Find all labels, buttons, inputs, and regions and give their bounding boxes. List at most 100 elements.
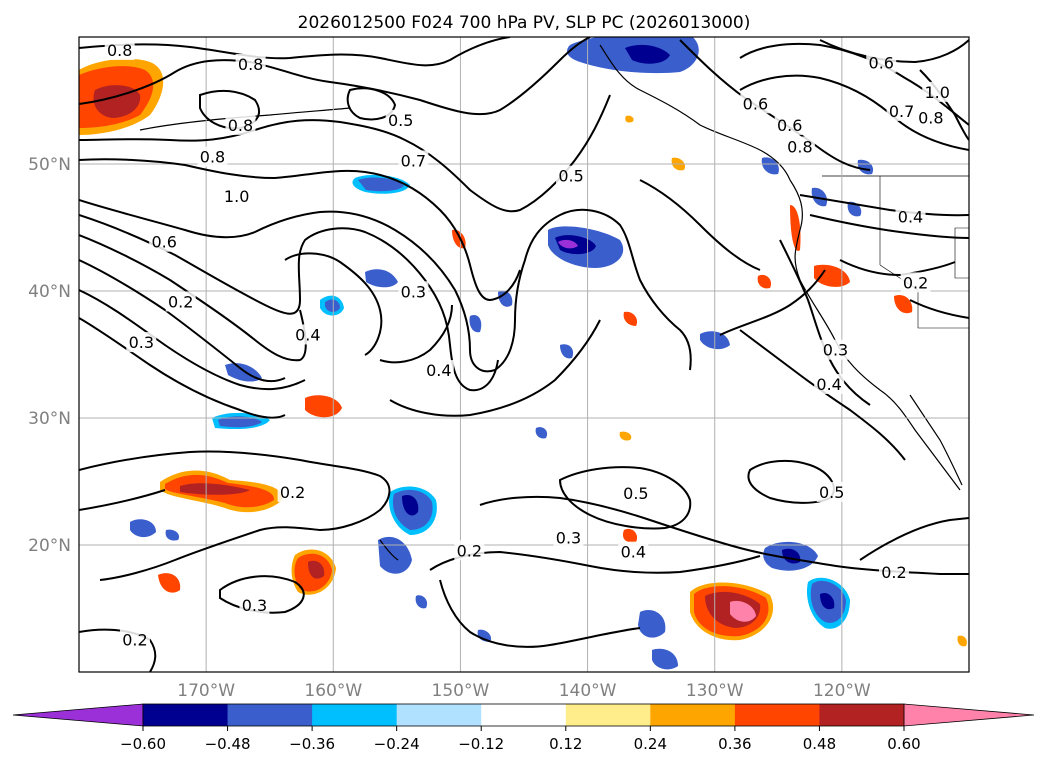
lon-label-170w: 170°W [177, 681, 235, 701]
lat-label-50n: 50°N [28, 155, 71, 175]
pv-negative-region [761, 157, 779, 175]
contour-label: 0.2 [122, 630, 147, 649]
contour-line [379, 304, 453, 364]
colorbar-extend-max [903, 703, 1035, 727]
contour-labels: 0.80.80.80.80.50.71.00.60.20.3 0.40.30.40… [104, 39, 953, 650]
contour-line [719, 269, 826, 336]
contour-label-backdrop [385, 109, 416, 130]
colorbar-swatch [312, 704, 398, 726]
map-area: 0.80.80.80.80.50.71.00.60.20.3 0.40.30.40… [79, 37, 969, 672]
contour-label: 0.4 [295, 325, 320, 344]
contour-line [909, 299, 969, 319]
lat-label-30n: 30°N [28, 409, 71, 429]
contour-label-backdrop [239, 594, 270, 615]
contour-line [79, 450, 391, 581]
pv-positive-region [757, 274, 772, 289]
contour-line [389, 319, 601, 417]
coastline [139, 107, 351, 131]
contour-label: 0.6 [777, 116, 802, 135]
colorbar-frame [142, 703, 905, 727]
colorbar-swatch [227, 704, 313, 726]
pv-positive-region [180, 483, 250, 495]
pv-negative-region [402, 494, 419, 516]
colorbar-tick-label: 0.48 [803, 735, 836, 753]
contour-line [739, 329, 906, 461]
contour-label-backdrop [895, 206, 926, 227]
pv-positive-region [625, 115, 634, 123]
contour-line [809, 214, 969, 239]
contour-label-backdrop [165, 291, 196, 312]
contour-label: 0.6 [743, 94, 768, 113]
contour-label: 0.5 [388, 111, 413, 130]
contour-label: 0.7 [401, 151, 426, 170]
coastline [379, 539, 399, 561]
contour-label: 0.3 [823, 341, 848, 360]
contour-label: 0.5 [558, 167, 583, 186]
contour-label: 0.8 [228, 116, 253, 135]
contour-label-backdrop [886, 100, 917, 121]
colorbar-tick-label: −0.24 [374, 735, 420, 753]
pv-negative-region [652, 648, 678, 670]
contour-line [79, 37, 591, 116]
contour-label-backdrop [277, 481, 308, 502]
contour-label: 0.8 [787, 137, 812, 156]
contour-label: 0.5 [623, 484, 648, 503]
pv-positive-region [730, 600, 756, 622]
pv-negative-region [469, 314, 482, 333]
longitude-labels: 170°W 160°W 150°W 140°W 130°W 120°W [177, 681, 871, 701]
contour-line [819, 39, 969, 64]
pv-shading [79, 37, 967, 670]
map-title: 2026012500 F024 700 hPa PV, SLP PC (2026… [298, 13, 751, 33]
pv-negative-region [560, 344, 574, 359]
contour-line [799, 194, 969, 217]
pv-positive-region [305, 395, 342, 418]
contour-label-backdrop [149, 231, 180, 252]
contour-label-backdrop [774, 114, 805, 135]
contour-label-backdrop [221, 186, 252, 207]
contour-label: 0.2 [168, 292, 193, 311]
coastline [599, 44, 791, 181]
contour-label: 0.7 [889, 102, 914, 121]
contour-label: 1.0 [924, 83, 949, 102]
lon-label-160w: 160°W [304, 681, 362, 701]
colorbar-tick-label: −0.60 [120, 735, 166, 753]
contour-label-backdrop [126, 332, 157, 353]
contour-label-backdrop [553, 527, 584, 548]
pv-negative-region [535, 427, 548, 439]
contour-label: 0.2 [457, 541, 482, 560]
contour-label: 0.2 [881, 563, 906, 582]
contour-label-backdrop [398, 281, 429, 302]
contour-line [439, 579, 641, 648]
colorbar-swatch [143, 704, 229, 726]
contour-label-backdrop [119, 629, 150, 650]
contour-label-backdrop [454, 540, 485, 561]
contour-label-backdrop [620, 483, 651, 504]
contour-label: 0.3 [401, 282, 426, 301]
contour-label: 0.8 [238, 55, 263, 74]
contour-line [79, 259, 286, 383]
contour-label: 0.4 [621, 543, 646, 562]
pv-negative-region [811, 187, 828, 207]
pv-positive-region [894, 294, 913, 314]
lat-label-20n: 20°N [28, 536, 71, 556]
contour-label: 0.5 [819, 483, 844, 502]
colorbar-tick-label: 0.60 [887, 735, 920, 753]
contour-label-backdrop [915, 107, 946, 128]
contour-label-backdrop [556, 165, 587, 186]
contour-label-backdrop [784, 136, 815, 157]
lon-label-130w: 130°W [686, 681, 744, 701]
pv-negative-region [218, 416, 262, 428]
contour-line [346, 87, 397, 121]
colorbar-tick-label: −0.12 [458, 735, 504, 753]
contour-line [79, 317, 286, 419]
lon-label-150w: 150°W [432, 681, 490, 701]
contour-line [558, 466, 692, 530]
contour-line [79, 234, 307, 362]
colorbar-tick-label: 0.24 [634, 735, 667, 753]
contour-line [284, 252, 383, 356]
pv-negative-region [378, 536, 412, 574]
contour-label: 0.6 [151, 233, 176, 252]
pv-negative-region [165, 529, 180, 541]
coastline [909, 394, 963, 486]
contour-label: 0.8 [200, 148, 225, 167]
